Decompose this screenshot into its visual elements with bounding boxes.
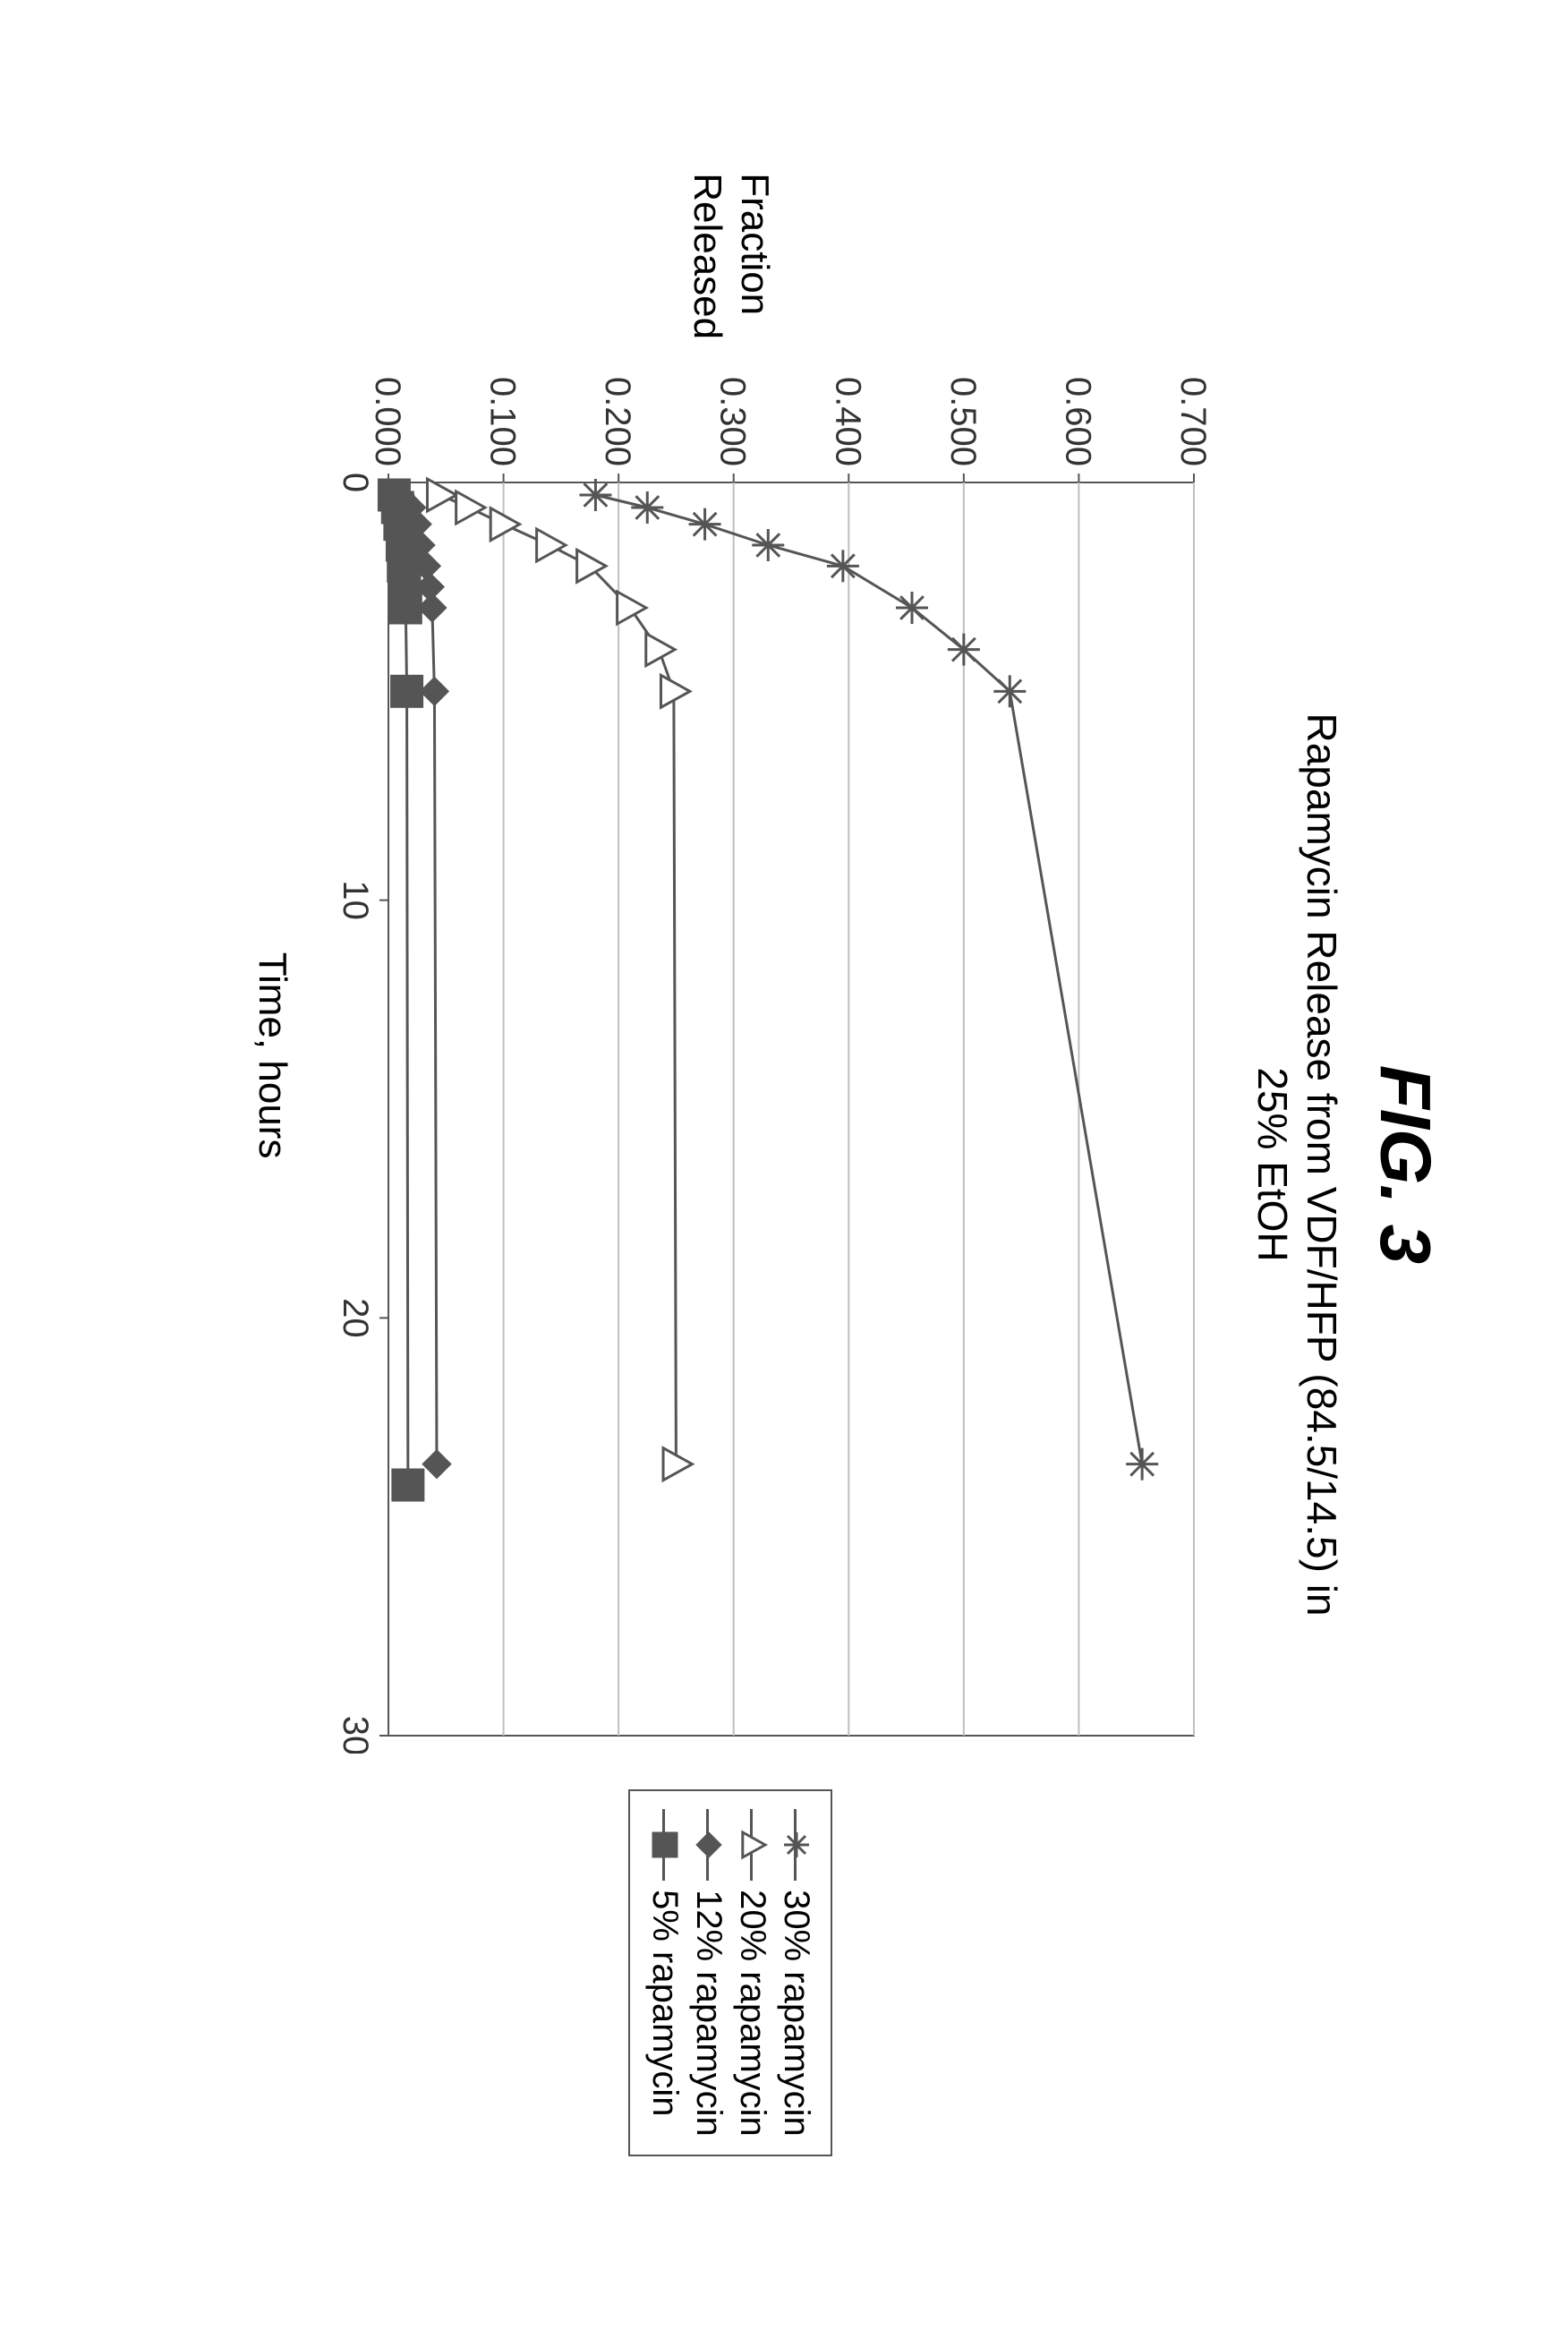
svg-text:0.500: 0.500 — [942, 377, 982, 466]
svg-text:20: 20 — [336, 1298, 375, 1338]
svg-text:0.600: 0.600 — [1058, 377, 1097, 466]
chart-title: Rapamycin Release from VDF/HFP (84.5/14.… — [1248, 90, 1346, 2239]
legend-label: 30% rapamycin — [776, 1890, 816, 2137]
svg-text:0.700: 0.700 — [1173, 377, 1212, 466]
chart-area: 0.000 0.100 0.200 0.300 0.400 0.500 0.600 0.700… — [250, 357, 1212, 1754]
legend-label: 12% rapamycin — [688, 1890, 729, 2137]
figure-label: FIG. 3 — [1364, 90, 1446, 2239]
chart-title-line2: 25% EtOH — [1249, 1067, 1296, 1261]
ylabel-line1: Fraction — [730, 173, 778, 339]
svg-text:0.000: 0.000 — [368, 377, 407, 466]
legend-marker-icon — [647, 1809, 683, 1881]
legend-marker-icon — [735, 1809, 771, 1881]
legend-marker-icon — [779, 1809, 814, 1881]
legend-item: 5% rapamycin — [644, 1809, 685, 2137]
legend-item: 30% rapamycin — [776, 1809, 816, 2137]
legend-item: 20% rapamycin — [732, 1809, 772, 2137]
page: FIG. 3 Rapamycin Release from VDF/HFP (8… — [0, 0, 1568, 2330]
y-axis-label: Fraction Released — [683, 173, 778, 339]
svg-text:0.200: 0.200 — [598, 377, 637, 466]
legend-label: 5% rapamycin — [644, 1890, 685, 2116]
svg-text:10: 10 — [336, 881, 375, 921]
legend: 30% rapamycin20% rapamycin12% rapamycin5… — [628, 1789, 832, 2156]
svg-text:30: 30 — [336, 1716, 375, 1754]
svg-text:0: 0 — [336, 473, 375, 492]
legend-item: 12% rapamycin — [688, 1809, 729, 2137]
legend-label: 20% rapamycin — [732, 1890, 772, 2137]
chart-title-line1: Rapamycin Release from VDF/HFP (84.5/14.… — [1299, 713, 1345, 1617]
svg-text:0.300: 0.300 — [712, 377, 752, 466]
rotated-figure: FIG. 3 Rapamycin Release from VDF/HFP (8… — [68, 90, 1500, 2239]
legend-marker-icon — [691, 1809, 727, 1881]
x-axis-label: Time, hours — [250, 357, 294, 1754]
svg-text:0.100: 0.100 — [482, 377, 522, 466]
line-chart: 0.000 0.100 0.200 0.300 0.400 0.500 0.600 0.700… — [317, 357, 1212, 1754]
svg-text:0.400: 0.400 — [828, 377, 867, 466]
chart-row: Fraction Released 0.0000.1000.2000.3000.… — [250, 90, 1212, 2239]
ylabel-line2: Released — [683, 173, 730, 339]
